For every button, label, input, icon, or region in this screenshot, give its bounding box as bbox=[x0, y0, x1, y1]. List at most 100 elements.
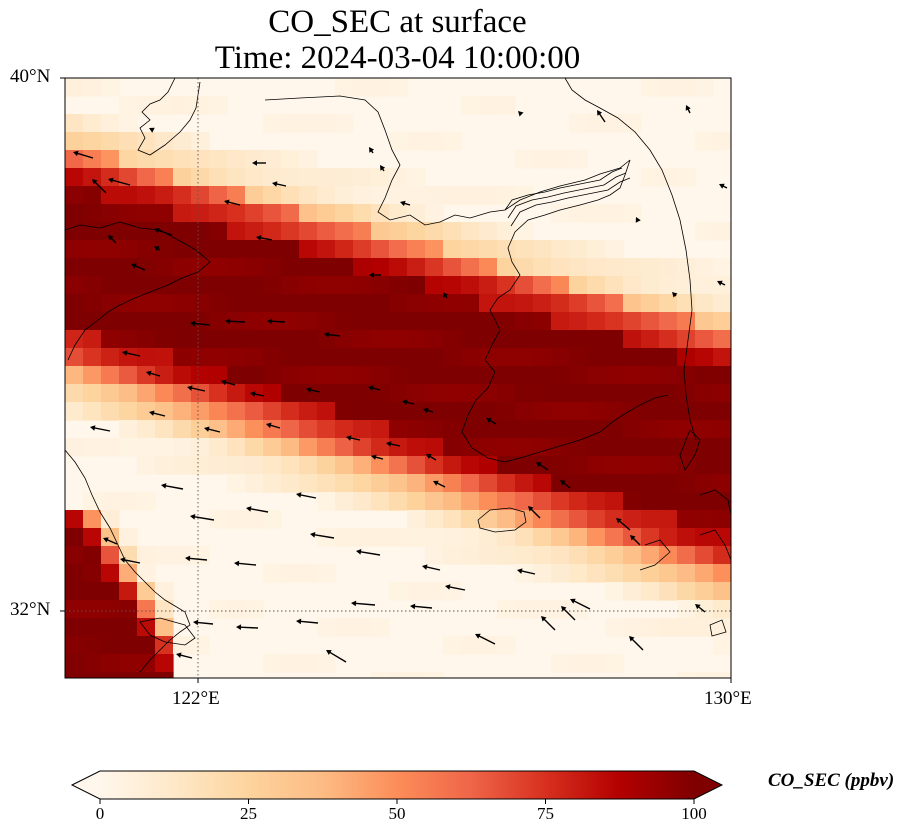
field-cell bbox=[641, 492, 660, 511]
field-cell bbox=[515, 546, 534, 565]
field-cell bbox=[101, 510, 120, 529]
field-cell bbox=[533, 276, 552, 295]
field-cell bbox=[371, 456, 390, 475]
field-cell bbox=[551, 240, 570, 259]
wind-arrow-head bbox=[635, 217, 641, 223]
wind-arrow-shaft bbox=[110, 237, 117, 244]
field-cell bbox=[443, 474, 462, 493]
field-cell bbox=[587, 348, 606, 367]
field-cell bbox=[83, 438, 102, 457]
field-cell bbox=[425, 492, 444, 511]
field-cell bbox=[119, 384, 138, 403]
field-cell bbox=[425, 132, 444, 151]
field-cell bbox=[65, 114, 84, 133]
field-cell bbox=[353, 222, 372, 241]
field-cell bbox=[65, 294, 84, 313]
field-cell bbox=[101, 348, 120, 367]
field-cell bbox=[605, 546, 624, 565]
field-cell bbox=[407, 474, 426, 493]
field-cell bbox=[443, 582, 462, 601]
field-cell bbox=[317, 474, 336, 493]
field-cell bbox=[353, 474, 372, 493]
field-cell bbox=[425, 510, 444, 529]
wind-arrow-shaft bbox=[269, 424, 281, 429]
field-cell bbox=[695, 492, 714, 511]
field-cell bbox=[479, 456, 498, 475]
field-cell bbox=[389, 384, 408, 403]
field-cell bbox=[209, 330, 228, 349]
field-cell bbox=[695, 672, 714, 678]
field-cell bbox=[407, 132, 426, 151]
field-cell bbox=[479, 636, 498, 655]
field-cell bbox=[83, 402, 102, 421]
field-cell bbox=[425, 402, 444, 421]
field-cell bbox=[461, 258, 480, 277]
field-cell bbox=[245, 312, 264, 331]
field-cell bbox=[551, 456, 570, 475]
field-cell bbox=[335, 438, 354, 457]
field-cell bbox=[317, 114, 336, 133]
field-cell bbox=[443, 384, 462, 403]
field-cell bbox=[371, 474, 390, 493]
wind-arrow-shaft bbox=[190, 387, 206, 392]
field-cell bbox=[83, 276, 102, 295]
field-cell bbox=[335, 384, 354, 403]
field-cell bbox=[713, 546, 731, 565]
field-cell bbox=[65, 510, 84, 529]
wind-arrow-shaft bbox=[239, 626, 259, 629]
field-cell bbox=[299, 276, 318, 295]
field-cell bbox=[713, 438, 731, 457]
field-cell bbox=[299, 366, 318, 385]
field-cell bbox=[713, 600, 731, 619]
field-cell bbox=[695, 348, 714, 367]
field-cell bbox=[191, 240, 210, 259]
field-cell bbox=[191, 132, 210, 151]
field-cell bbox=[335, 492, 354, 511]
field-cell bbox=[605, 654, 624, 673]
wind-arrow-head bbox=[518, 111, 524, 117]
field-cell bbox=[209, 438, 228, 457]
field-cell bbox=[119, 168, 138, 187]
field-cell bbox=[461, 240, 480, 259]
field-cell bbox=[623, 564, 642, 583]
field-cell bbox=[713, 348, 731, 367]
field-cell bbox=[479, 384, 498, 403]
field-cell bbox=[137, 672, 156, 678]
field-cell bbox=[281, 294, 300, 313]
field-cell bbox=[551, 276, 570, 295]
colorbar-label: CO_SEC (ppbv) bbox=[768, 770, 895, 791]
field-cell bbox=[317, 654, 336, 673]
field-cell bbox=[515, 150, 534, 169]
field-cell bbox=[137, 600, 156, 619]
field-cell bbox=[155, 150, 174, 169]
field-cell bbox=[587, 330, 606, 349]
field-cell bbox=[191, 222, 210, 241]
field-cell bbox=[533, 366, 552, 385]
field-cell bbox=[407, 528, 426, 547]
field-cell bbox=[605, 402, 624, 421]
field-cell bbox=[137, 240, 156, 259]
wind-arrow-head bbox=[685, 105, 691, 111]
field-cell bbox=[263, 654, 282, 673]
field-cell bbox=[101, 636, 120, 655]
field-cell bbox=[227, 258, 246, 277]
field-cell bbox=[245, 222, 264, 241]
field-cell bbox=[209, 402, 228, 421]
field-cell bbox=[461, 366, 480, 385]
field-cell bbox=[587, 366, 606, 385]
coastline-jeju bbox=[477, 507, 527, 533]
field-cell bbox=[569, 384, 588, 403]
coastlines bbox=[65, 78, 731, 673]
coastline-japan bbox=[639, 429, 731, 637]
wind-arrow-head bbox=[368, 385, 374, 391]
field-cell bbox=[713, 492, 731, 511]
field-cell bbox=[659, 510, 678, 529]
field-cell bbox=[605, 456, 624, 475]
field-cell bbox=[317, 294, 336, 313]
field-cell bbox=[713, 528, 731, 547]
wind-arrow-head bbox=[267, 318, 273, 325]
field-cell bbox=[281, 348, 300, 367]
field-cell bbox=[65, 366, 84, 385]
field-cell bbox=[101, 330, 120, 349]
y-tick-label-32n: 32°N bbox=[10, 599, 51, 620]
